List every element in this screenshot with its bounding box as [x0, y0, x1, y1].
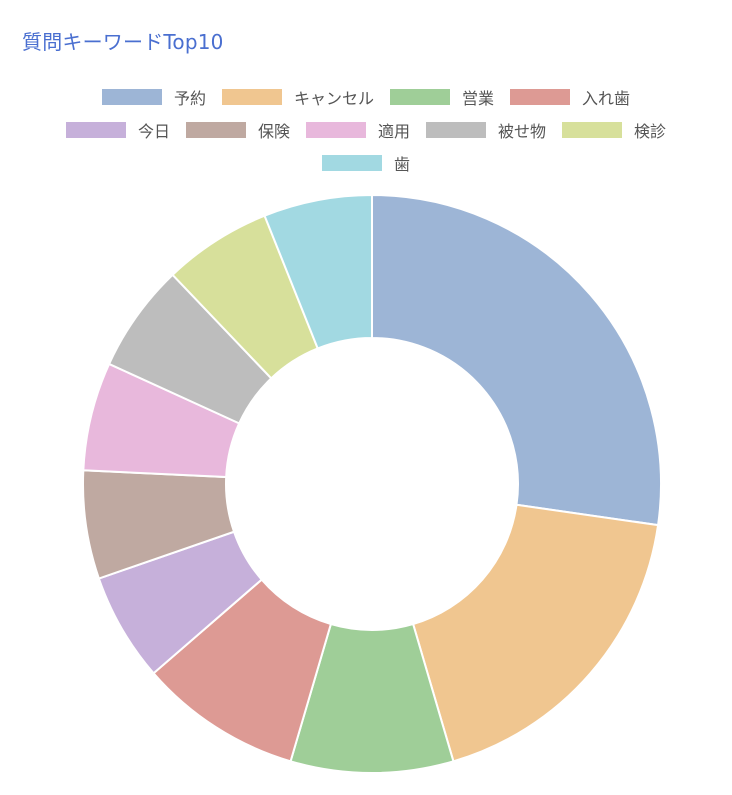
legend-label: 入れ歯	[582, 89, 631, 108]
donut-slice-1[interactable]	[371, 193, 662, 527]
legend-swatch	[321, 155, 382, 171]
legend-item-kenshin[interactable]: 検診	[562, 118, 666, 142]
legend-swatch	[510, 89, 571, 105]
legend-label: キャンセル	[293, 89, 374, 108]
legend-item-eigyou[interactable]: 営業	[390, 85, 494, 109]
legend-label: 営業	[462, 89, 495, 108]
legend-label: 検診	[634, 122, 667, 141]
legend-row-2: 今日 保険 適用 被せ物 検診	[0, 119, 732, 141]
legend-swatch	[185, 122, 246, 138]
legend-swatch	[390, 89, 450, 105]
legend-item-ireba[interactable]: 入れ歯	[510, 85, 630, 109]
legend-item-yoyaku[interactable]: 予約	[101, 85, 206, 109]
legend-item-hoken[interactable]: 保険	[185, 118, 290, 142]
legend-swatch	[426, 122, 486, 138]
legend-item-tekiyou[interactable]: 適用	[305, 118, 410, 142]
chart-legend: 予約 キャンセル 営業 入れ歯 今日 保険	[0, 86, 732, 185]
legend-item-kabusemono[interactable]: 被せ物	[426, 118, 546, 142]
donut-slice-10[interactable]	[263, 193, 373, 350]
donut-slice-2[interactable]	[411, 503, 660, 763]
legend-item-ha[interactable]: 歯	[321, 151, 410, 175]
donut-slices	[82, 193, 662, 774]
legend-swatch	[305, 122, 366, 138]
chart-title: 質問キーワードTop10	[22, 30, 224, 54]
legend-swatch	[101, 89, 162, 105]
legend-label: 保険	[257, 122, 290, 141]
legend-row-3: 歯	[0, 152, 732, 174]
legend-swatch	[221, 89, 282, 105]
legend-row-1: 予約 キャンセル 営業 入れ歯	[0, 86, 732, 108]
legend-label: 適用	[377, 122, 410, 141]
legend-label: 今日	[137, 122, 170, 141]
legend-label: 被せ物	[498, 122, 547, 141]
legend-swatch	[562, 122, 623, 138]
legend-swatch	[65, 122, 126, 138]
legend-item-cancel[interactable]: キャンセル	[221, 85, 374, 109]
legend-item-kyou[interactable]: 今日	[65, 118, 170, 142]
legend-label: 予約	[173, 89, 206, 108]
legend-label: 歯	[393, 155, 410, 174]
